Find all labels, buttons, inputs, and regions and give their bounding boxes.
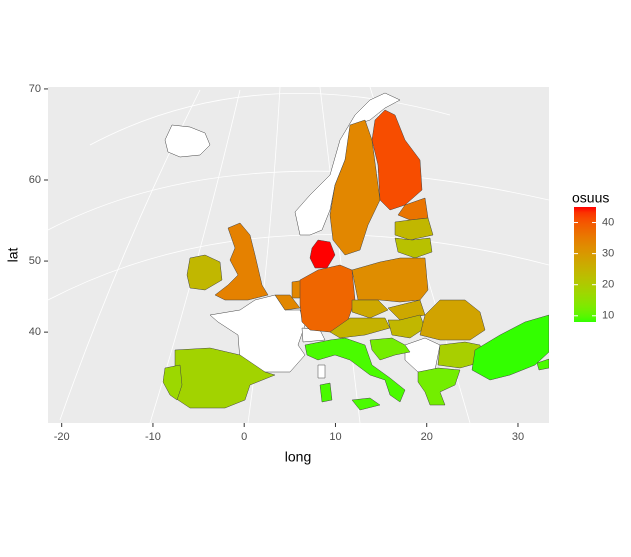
x-axis-title: long <box>285 449 311 465</box>
region <box>369 337 411 361</box>
y-tick-label: 60 <box>29 174 41 186</box>
legend-title: osuus <box>572 190 609 206</box>
region <box>371 109 423 211</box>
y-tick-label: 70 <box>29 83 41 95</box>
region <box>164 124 211 158</box>
x-tick-label: 20 <box>421 431 433 443</box>
x-tick-label: -20 <box>54 431 70 443</box>
legend-tick-label: 10 <box>602 310 614 322</box>
legend-tick-label: 30 <box>602 248 614 260</box>
region <box>419 299 486 341</box>
panel <box>48 87 549 423</box>
region <box>329 119 381 256</box>
region <box>536 358 549 371</box>
region <box>417 367 461 406</box>
y-tick-label: 40 <box>29 326 41 338</box>
region <box>329 317 391 339</box>
regions <box>162 109 549 411</box>
x-tick-label: 0 <box>241 431 247 443</box>
region <box>162 364 183 401</box>
y-tick-label: 50 <box>29 255 41 267</box>
region <box>351 299 389 319</box>
x-tick-label: 30 <box>512 431 524 443</box>
colorbar <box>574 207 596 322</box>
region <box>209 294 306 373</box>
region <box>294 92 401 236</box>
region <box>274 294 301 311</box>
legend-tick-label: 20 <box>602 279 614 291</box>
region <box>304 337 406 411</box>
region <box>214 222 269 301</box>
region <box>394 217 434 241</box>
no-data-regions <box>164 92 441 379</box>
region <box>186 254 223 291</box>
region <box>471 314 549 381</box>
region <box>317 364 326 379</box>
y-axis-title: lat <box>5 248 21 263</box>
region <box>394 237 433 259</box>
region <box>309 239 336 269</box>
x-tick-label: 10 <box>329 431 341 443</box>
x-tick-label: -10 <box>145 431 161 443</box>
legend-tick-label: 40 <box>602 216 614 228</box>
